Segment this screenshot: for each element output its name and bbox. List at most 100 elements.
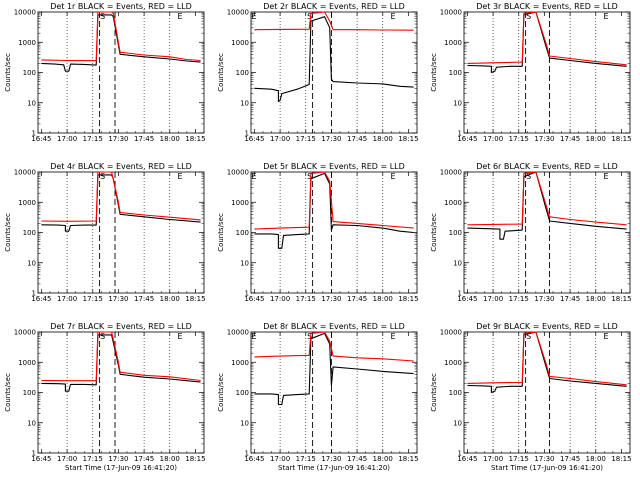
y-tick-label: 1000 <box>444 39 462 47</box>
chart-title: Det 3r BLACK = Events, RED = LLD <box>476 2 618 11</box>
annotation-letter: E <box>391 172 396 181</box>
plot-frame <box>250 171 418 294</box>
annotation-letter: E <box>604 332 609 341</box>
y-tick-label: 10000 <box>227 9 249 17</box>
chart-title: Det 8r BLACK = Events, RED = LLD <box>263 322 405 331</box>
x-axis-label: Start Time (17-Jun-09 16:41:20) <box>278 464 390 472</box>
annotation-letter: E <box>251 12 256 21</box>
y-tick-label: 100 <box>23 69 36 77</box>
annotation-letter: S <box>307 12 312 21</box>
chart-svg: Det 2r BLACK = Events, RED = LLD 1 10 100 10… <box>217 2 419 143</box>
y-tick-label: 100 <box>236 389 249 397</box>
y-tick-label: 100 <box>23 229 36 237</box>
detector-panel-2: Det 2r BLACK = Events, RED = LLD 1 10 100 10… <box>213 0 426 160</box>
chart-title: Det 4r BLACK = Events, RED = LLD <box>50 162 192 171</box>
x-tick-label: 18:00 <box>373 135 393 143</box>
y-tick-label: 1 <box>32 130 36 138</box>
x-tick-label: 17:30 <box>534 455 554 463</box>
events-series-line <box>467 11 627 74</box>
detector-panel-3: Det 3r BLACK = Events, RED = LLD 1 10 100 10… <box>426 0 639 160</box>
y-tick-label: 100 <box>449 229 462 237</box>
x-tick-label: 17:45 <box>134 295 154 303</box>
x-tick-label: 18:00 <box>586 295 606 303</box>
detector-panel-5: Det 5r BLACK = Events, RED = LLD 1 10 100 10… <box>213 160 426 320</box>
chart-svg: Det 5r BLACK = Events, RED = LLD 1 10 100 10… <box>217 162 419 303</box>
y-tick-label: 10000 <box>440 329 462 337</box>
y-tick-label: 10 <box>453 259 462 267</box>
annotation-letter: E <box>251 172 256 181</box>
x-tick-label: 17:45 <box>347 135 367 143</box>
events-series-line <box>41 334 201 392</box>
plot-frame <box>463 331 631 454</box>
events-series-line <box>254 332 414 406</box>
x-tick-label: 17:30 <box>534 295 554 303</box>
x-tick-label: 18:15 <box>185 455 205 463</box>
x-tick-label: 17:15 <box>509 295 529 303</box>
annotation-letter: E <box>604 12 609 21</box>
x-axis-label: Start Time (17-Jun-09 16:41:20) <box>491 464 603 472</box>
y-tick-label: 1000 <box>18 39 36 47</box>
chart-svg: Det 8r BLACK = Events, RED = LLD 1 10 100 10… <box>217 322 419 472</box>
y-tick-label: 1 <box>458 290 462 298</box>
annotation-letter: S <box>100 12 105 21</box>
y-axis-label: Counts/sec <box>217 53 225 92</box>
y-tick-label: 10 <box>27 259 36 267</box>
y-tick-label: 1000 <box>18 359 36 367</box>
x-tick-label: 17:45 <box>560 295 580 303</box>
annotation-letter: S <box>100 172 105 181</box>
x-tick-label: 17:30 <box>534 135 554 143</box>
lld-series-line <box>467 331 627 386</box>
y-tick-label: 1000 <box>444 359 462 367</box>
chart-svg: Det 4r BLACK = Events, RED = LLD 1 10 100 10… <box>4 162 206 303</box>
y-tick-label: 1000 <box>231 39 249 47</box>
x-tick-label: 17:45 <box>134 135 154 143</box>
annotation-letter: S <box>526 12 531 21</box>
x-axis-label: Start Time (17-Jun-09 16:41:20) <box>65 464 177 472</box>
events-series-line <box>41 14 201 72</box>
annotation-letter: E <box>604 172 609 181</box>
events-series-line <box>467 171 627 240</box>
x-tick-label: 16:45 <box>31 135 51 143</box>
y-tick-label: 10000 <box>14 329 36 337</box>
x-tick-label: 18:00 <box>160 455 180 463</box>
chart-svg: Det 9r BLACK = Events, RED = LLD 1 10 100 10… <box>430 322 632 472</box>
x-tick-label: 18:15 <box>398 135 418 143</box>
x-tick-label: 17:00 <box>270 295 290 303</box>
x-tick-label: 17:15 <box>509 455 529 463</box>
x-tick-label: 17:15 <box>83 135 103 143</box>
y-tick-label: 1 <box>245 130 249 138</box>
annotation-letter: E <box>391 332 396 341</box>
y-tick-label: 10 <box>240 259 249 267</box>
y-tick-label: 10000 <box>440 9 462 17</box>
y-tick-label: 100 <box>236 229 249 237</box>
y-axis-label: Counts/sec <box>217 373 225 412</box>
x-tick-label: 17:15 <box>296 295 316 303</box>
y-tick-label: 10 <box>240 419 249 427</box>
x-tick-label: 17:15 <box>296 455 316 463</box>
y-tick-label: 1000 <box>231 359 249 367</box>
lld-series-line <box>254 331 414 362</box>
y-tick-label: 10000 <box>440 169 462 177</box>
annotation-letter: E <box>178 12 183 21</box>
x-tick-label: 18:15 <box>398 295 418 303</box>
annotation-letter: S <box>526 172 531 181</box>
detector-panel-8: Det 8r BLACK = Events, RED = LLD 1 10 100 10… <box>213 320 426 480</box>
chart-title: Det 2r BLACK = Events, RED = LLD <box>263 2 405 11</box>
x-tick-label: 17:30 <box>108 455 128 463</box>
x-tick-label: 17:00 <box>57 135 77 143</box>
plot-frame <box>37 11 205 134</box>
x-tick-label: 17:15 <box>296 135 316 143</box>
x-tick-label: 16:45 <box>31 295 51 303</box>
plot-frame <box>250 331 418 454</box>
lld-series-line <box>41 11 201 62</box>
y-tick-label: 10 <box>27 99 36 107</box>
annotation-letter: E <box>391 12 396 21</box>
annotation-letter: E <box>178 172 183 181</box>
x-tick-label: 17:45 <box>134 455 154 463</box>
y-tick-label: 10 <box>27 419 36 427</box>
x-tick-label: 17:00 <box>270 455 290 463</box>
x-tick-label: 18:00 <box>373 455 393 463</box>
annotation-letter: E <box>178 332 183 341</box>
y-axis-label: Counts/sec <box>4 373 12 412</box>
